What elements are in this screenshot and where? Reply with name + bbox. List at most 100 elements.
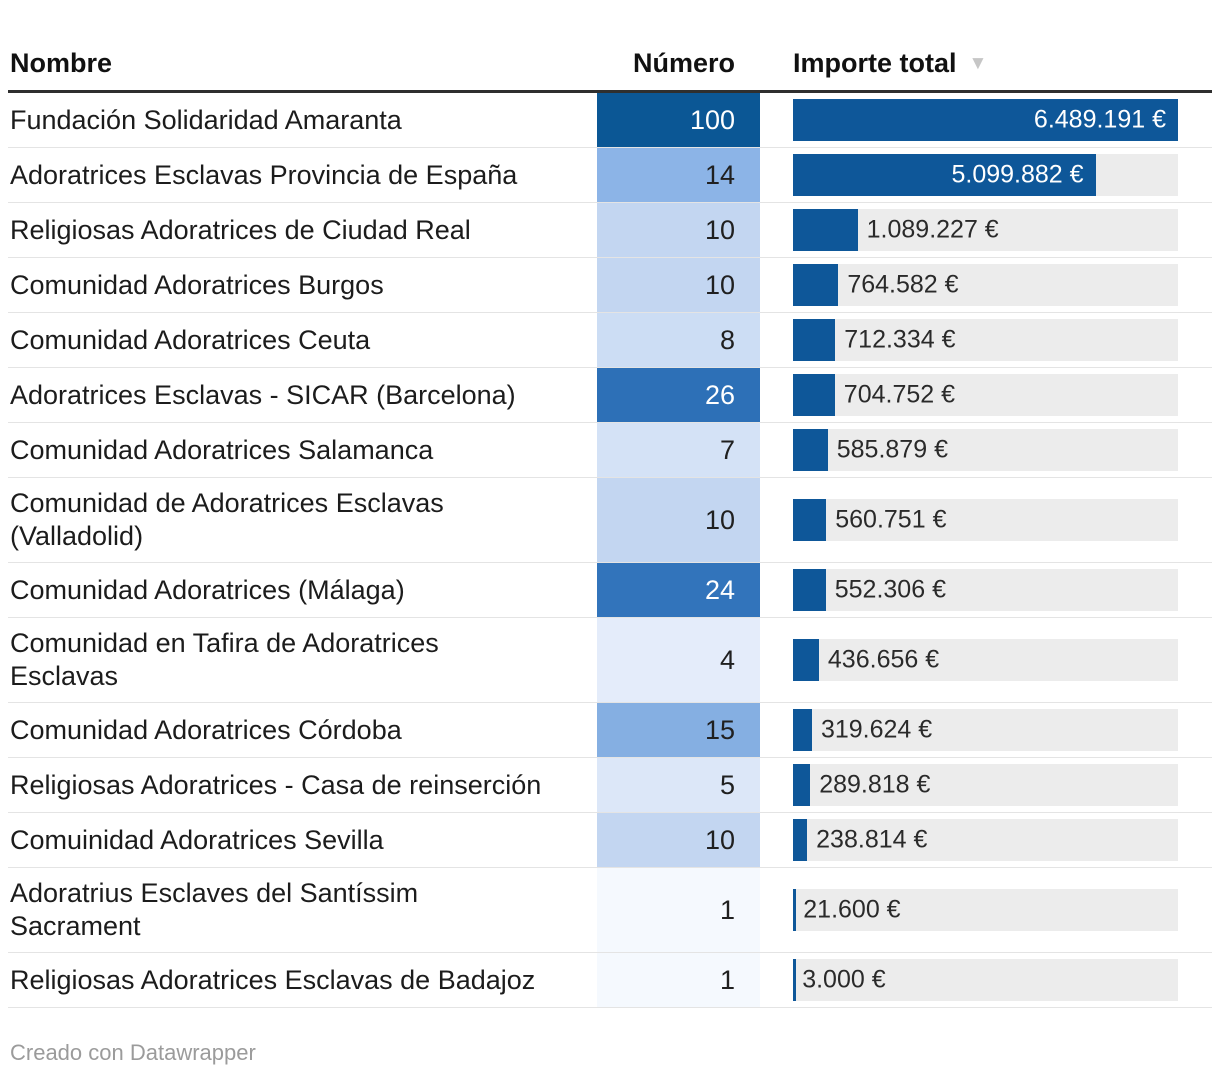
row-nombre: Comuinidad Adoratrices Sevilla <box>10 824 384 855</box>
table-row: Adoratrius Esclaves del Santíssim Sacram… <box>8 868 1212 953</box>
row-nombre: Comunidad Adoratrices Salamanca <box>10 434 434 465</box>
bar-track: 585.879 € <box>793 429 1178 471</box>
bar-track: 764.582 € <box>793 264 1178 306</box>
row-importe-cell: 436.656 € <box>793 618 1178 702</box>
importe-bar <box>793 374 835 416</box>
importe-value-label: 712.334 € <box>844 325 956 354</box>
table-row: Religiosas Adoratrices de Ciudad Real 10… <box>8 203 1212 258</box>
row-nombre: Adoratrices Esclavas - SICAR (Barcelona) <box>10 379 516 410</box>
row-nombre: Adoratrices Esclavas Provincia de España <box>10 159 518 190</box>
row-numero-heatmap-cell: 10 <box>597 813 760 867</box>
importe-value-label: 21.600 € <box>803 895 901 924</box>
attribution-text: Creado con Datawrapper <box>10 1040 256 1065</box>
table-row: Adoratrices Esclavas Provincia de España… <box>8 148 1212 203</box>
table-row: Comunidad en Tafira de Adoratrices Escla… <box>8 618 1212 703</box>
importe-bar <box>793 569 826 611</box>
table-row: Comunidad Adoratrices Salamanca 7 585.87… <box>8 423 1212 478</box>
importe-bar <box>793 429 828 471</box>
row-nombre: Comunidad de Adoratrices Esclavas (Valla… <box>10 488 444 551</box>
importe-bar <box>793 499 827 541</box>
importe-bar <box>793 889 796 931</box>
importe-value-label: 238.814 € <box>816 825 928 854</box>
row-importe-cell: 319.624 € <box>793 703 1178 757</box>
importe-bar <box>793 709 812 751</box>
row-importe-cell: 712.334 € <box>793 313 1178 367</box>
importe-value-label: 6.489.191 € <box>1033 105 1166 134</box>
importe-value-label: 764.582 € <box>847 270 959 299</box>
importe-bar <box>793 264 839 306</box>
importe-bar <box>793 764 811 806</box>
row-importe-cell: 552.306 € <box>793 563 1178 617</box>
row-numero-heatmap-cell: 10 <box>597 258 760 312</box>
table-row: Religiosas Adoratrices - Casa de reinser… <box>8 758 1212 813</box>
importe-bar: 6.489.191 € <box>793 99 1178 141</box>
row-importe-cell: 289.818 € <box>793 758 1178 812</box>
row-importe-cell: 704.752 € <box>793 368 1178 422</box>
table-body: Fundación Solidaridad Amaranta 100 6.489… <box>8 93 1212 1008</box>
table-row: Comunidad Adoratrices Ceuta 8 712.334 € <box>8 313 1212 368</box>
row-numero-heatmap-cell: 1 <box>597 953 760 1007</box>
row-importe-cell: 238.814 € <box>793 813 1178 867</box>
sort-desc-icon[interactable]: ▼ <box>968 52 988 74</box>
row-nombre: Comunidad en Tafira de Adoratrices Escla… <box>10 628 439 691</box>
column-header-numero[interactable]: Número <box>632 47 735 78</box>
row-nombre: Comunidad Adoratrices Córdoba <box>10 714 402 745</box>
bar-track: 552.306 € <box>793 569 1178 611</box>
importe-bar <box>793 639 819 681</box>
importe-bar <box>793 959 796 1001</box>
importe-value-label: 3.000 € <box>802 965 886 994</box>
row-importe-cell: 21.600 € <box>793 868 1178 952</box>
importe-bar <box>793 319 836 361</box>
row-nombre: Religiosas Adoratrices Esclavas de Badaj… <box>10 964 536 995</box>
row-numero-heatmap-cell: 4 <box>597 618 760 702</box>
row-numero-heatmap-cell: 8 <box>597 313 760 367</box>
row-numero-heatmap-cell: 14 <box>597 148 760 202</box>
row-numero-heatmap-cell: 10 <box>597 478 760 562</box>
table-row: Comunidad Adoratrices (Málaga) 24 552.30… <box>8 563 1212 618</box>
bar-track: 3.000 € <box>793 959 1178 1001</box>
row-importe-cell: 3.000 € <box>793 953 1178 1007</box>
row-nombre: Fundación Solidaridad Amaranta <box>10 104 402 135</box>
row-numero-heatmap-cell: 100 <box>597 93 760 147</box>
column-header-importe[interactable]: Importe total ▼ <box>793 48 1178 79</box>
importe-value-label: 289.818 € <box>819 770 931 799</box>
importe-value-label: 585.879 € <box>836 435 948 464</box>
importe-value-label: 436.656 € <box>827 645 940 674</box>
row-numero-heatmap-cell: 10 <box>597 203 760 257</box>
bar-track: 5.099.882 € <box>793 154 1178 196</box>
table-row: Comunidad Adoratrices Burgos 10 764.582 … <box>8 258 1212 313</box>
row-nombre: Religiosas Adoratrices - Casa de reinser… <box>10 769 542 800</box>
bar-track: 289.818 € <box>793 764 1178 806</box>
row-importe-cell: 5.099.882 € <box>793 148 1178 202</box>
row-numero-heatmap-cell: 15 <box>597 703 760 757</box>
column-header-nombre[interactable]: Nombre <box>10 47 113 78</box>
row-numero-heatmap-cell: 7 <box>597 423 760 477</box>
table-row: Adoratrices Esclavas - SICAR (Barcelona)… <box>8 368 1212 423</box>
importe-value-label: 552.306 € <box>834 575 946 604</box>
importe-bar: 5.099.882 € <box>793 154 1096 196</box>
row-importe-cell: 6.489.191 € <box>793 93 1178 147</box>
bar-track: 712.334 € <box>793 319 1178 361</box>
importe-value-label: 319.624 € <box>820 715 933 744</box>
row-nombre: Comunidad Adoratrices Burgos <box>10 269 384 300</box>
row-nombre: Comunidad Adoratrices Ceuta <box>10 324 371 355</box>
table-row: Religiosas Adoratrices Esclavas de Badaj… <box>8 953 1212 1008</box>
row-numero-heatmap-cell: 24 <box>597 563 760 617</box>
importe-value-label: 5.099.882 € <box>951 160 1084 189</box>
bar-track: 704.752 € <box>793 374 1178 416</box>
row-importe-cell: 1.089.227 € <box>793 203 1178 257</box>
table-row: Comunidad de Adoratrices Esclavas (Valla… <box>8 478 1212 563</box>
importe-value-label: 1.089.227 € <box>866 215 999 244</box>
row-importe-cell: 764.582 € <box>793 258 1178 312</box>
row-importe-cell: 585.879 € <box>793 423 1178 477</box>
column-header-importe-label: Importe total <box>793 47 957 78</box>
attribution: Creado con Datawrapper <box>10 1040 1220 1066</box>
bar-track: 6.489.191 € <box>793 99 1178 141</box>
bar-track: 436.656 € <box>793 639 1178 681</box>
row-numero-heatmap-cell: 26 <box>597 368 760 422</box>
row-importe-cell: 560.751 € <box>793 478 1178 562</box>
bar-track: 238.814 € <box>793 819 1178 861</box>
table-row: Comunidad Adoratrices Córdoba 15 319.624… <box>8 703 1212 758</box>
importe-bar <box>793 819 808 861</box>
bar-track: 319.624 € <box>793 709 1178 751</box>
